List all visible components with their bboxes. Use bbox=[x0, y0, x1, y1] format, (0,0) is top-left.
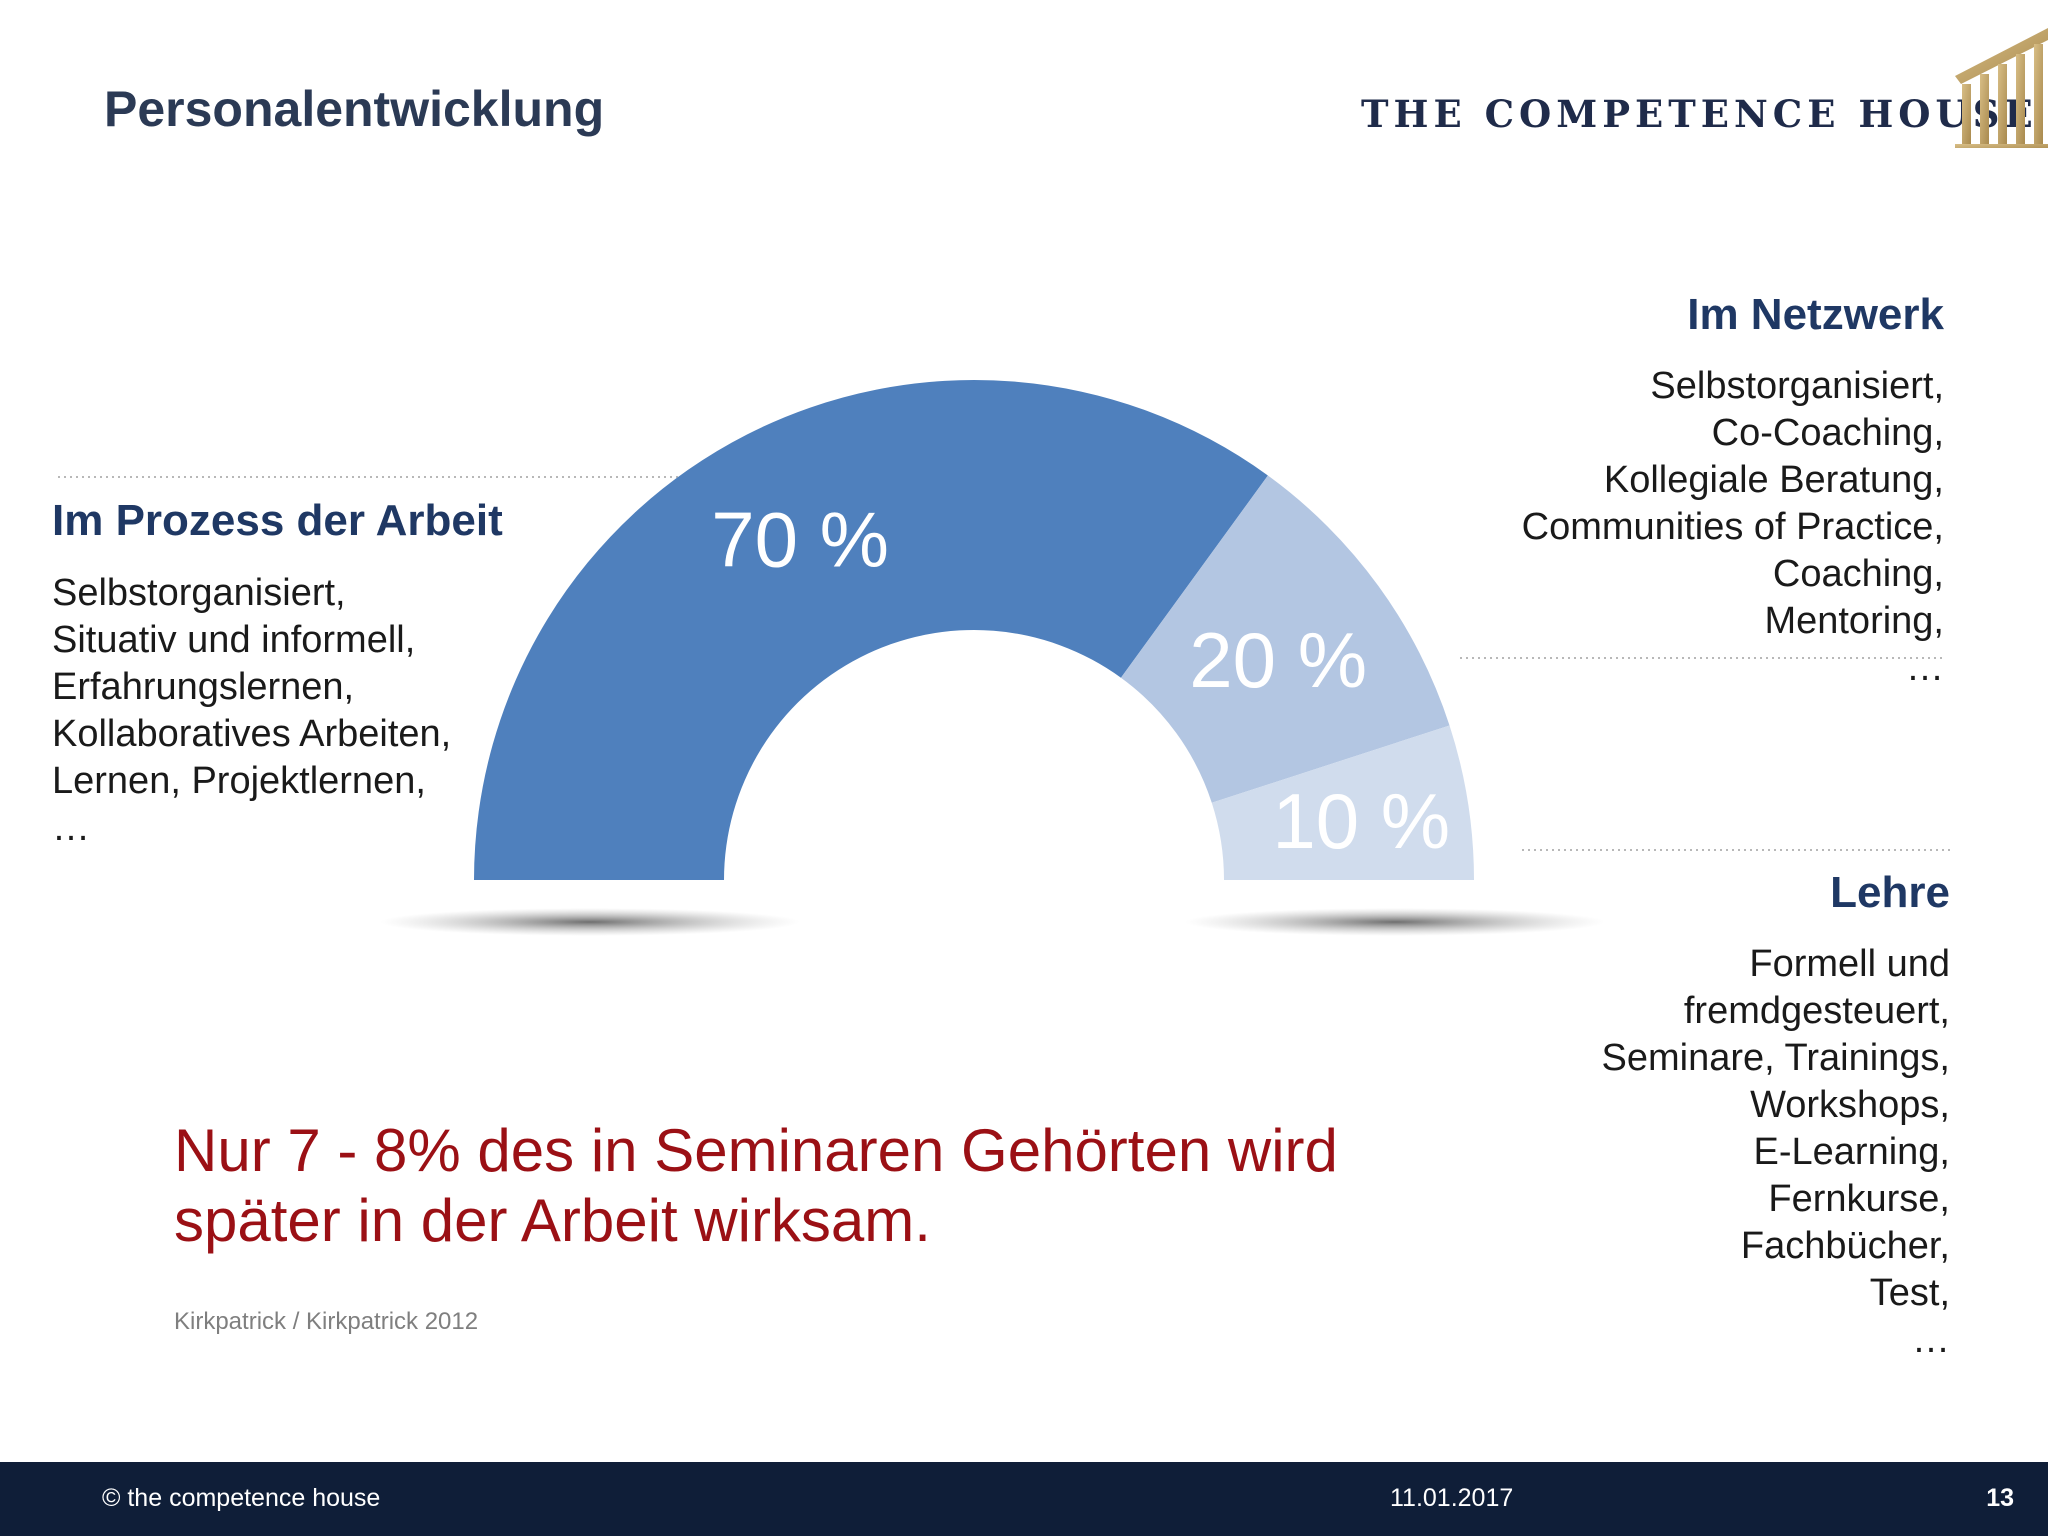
footer-bar: © the competence house 11.01.2017 13 bbox=[0, 1462, 2048, 1536]
list-item: Fachbücher, bbox=[1740, 1225, 1950, 1267]
key-statement-line-2: später in der Arbeit wirksam. bbox=[174, 1187, 931, 1254]
list-item: Seminare, Trainings, bbox=[1601, 1037, 1951, 1079]
slide-title: Personalentwicklung bbox=[104, 81, 605, 137]
list-item: Co-Coaching, bbox=[1711, 412, 1944, 454]
chart-value-label-1: 70 % bbox=[711, 496, 889, 584]
half-donut-chart: 70 % 20 % 10 % bbox=[58, 380, 1952, 936]
chart-shadow-left bbox=[380, 908, 800, 936]
group-title-lehre: Lehre bbox=[1830, 868, 1950, 917]
list-item: Communities of Practice, bbox=[1521, 506, 1944, 548]
key-statement: Nur 7 - 8% des in Seminaren Gehörten wir… bbox=[174, 1116, 1338, 1256]
logo-text: THE COMPETENCE HOUSE bbox=[1361, 92, 2038, 136]
list-item: Selbstorganisiert, bbox=[1650, 365, 1944, 407]
group-items-prozess: Selbstorganisiert, Situativ und informell… bbox=[52, 570, 451, 852]
key-statement-line-1: Nur 7 - 8% des in Seminaren Gehörten wir… bbox=[174, 1117, 1338, 1184]
chart-slice-2 bbox=[1120, 475, 1450, 803]
list-item: Erfahrungslernen, bbox=[52, 666, 355, 708]
list-item: … bbox=[1912, 1319, 1950, 1361]
chart-slice-1 bbox=[474, 380, 1268, 880]
list-item: … bbox=[52, 807, 90, 849]
footer-date: 11.01.2017 bbox=[1390, 1484, 1514, 1512]
list-item: Kollegiale Beratung, bbox=[1603, 459, 1944, 501]
group-title-netzwerk: Im Netzwerk bbox=[1687, 290, 1944, 339]
source-citation: Kirkpatrick / Kirkpatrick 2012 bbox=[174, 1308, 479, 1335]
list-item: Formell und bbox=[1749, 943, 1950, 985]
footer-copyright: © the competence house bbox=[102, 1484, 381, 1512]
group-items-lehre: Formell und fremdgesteuert, Seminare, Trai… bbox=[1602, 941, 1951, 1364]
group-title-prozess: Im Prozess der Arbeit bbox=[52, 496, 503, 545]
group-items-netzwerk: Selbstorganisiert, Co-Coaching, Kollegiale… bbox=[1522, 363, 1944, 692]
company-logo: THE COMPETENCE HOUSE bbox=[1355, 18, 2048, 158]
chart-slice-3 bbox=[1211, 725, 1474, 880]
list-item: Kollaboratives Arbeiten, bbox=[52, 713, 452, 755]
list-item: Mentoring, bbox=[1764, 600, 1944, 642]
list-item: Lernen, Projektlernen, bbox=[52, 760, 426, 802]
list-item: Selbstorganisiert, bbox=[52, 572, 346, 614]
list-item: fremdgesteuert, bbox=[1683, 990, 1950, 1032]
list-item: Situativ und informell, bbox=[52, 619, 416, 661]
chart-value-labels: 70 % 20 % 10 % bbox=[711, 496, 1450, 865]
chart-slices bbox=[474, 380, 1474, 880]
list-item: Test, bbox=[1869, 1272, 1950, 1314]
list-item: Workshops, bbox=[1750, 1084, 1950, 1126]
list-item: Fernkurse, bbox=[1768, 1178, 1950, 1220]
list-item: E-Learning, bbox=[1753, 1131, 1950, 1173]
connector-lines bbox=[58, 476, 1952, 851]
page-number: 13 bbox=[1986, 1484, 2014, 1512]
chart-value-label-3: 10 % bbox=[1272, 777, 1450, 865]
pillars-logo-icon bbox=[1955, 28, 2048, 148]
chart-shadows bbox=[380, 908, 1605, 936]
chart-shadow-right bbox=[1185, 908, 1605, 936]
list-item: … bbox=[1906, 647, 1944, 689]
chart-value-label-2: 20 % bbox=[1189, 616, 1367, 704]
list-item: Coaching, bbox=[1772, 553, 1944, 595]
